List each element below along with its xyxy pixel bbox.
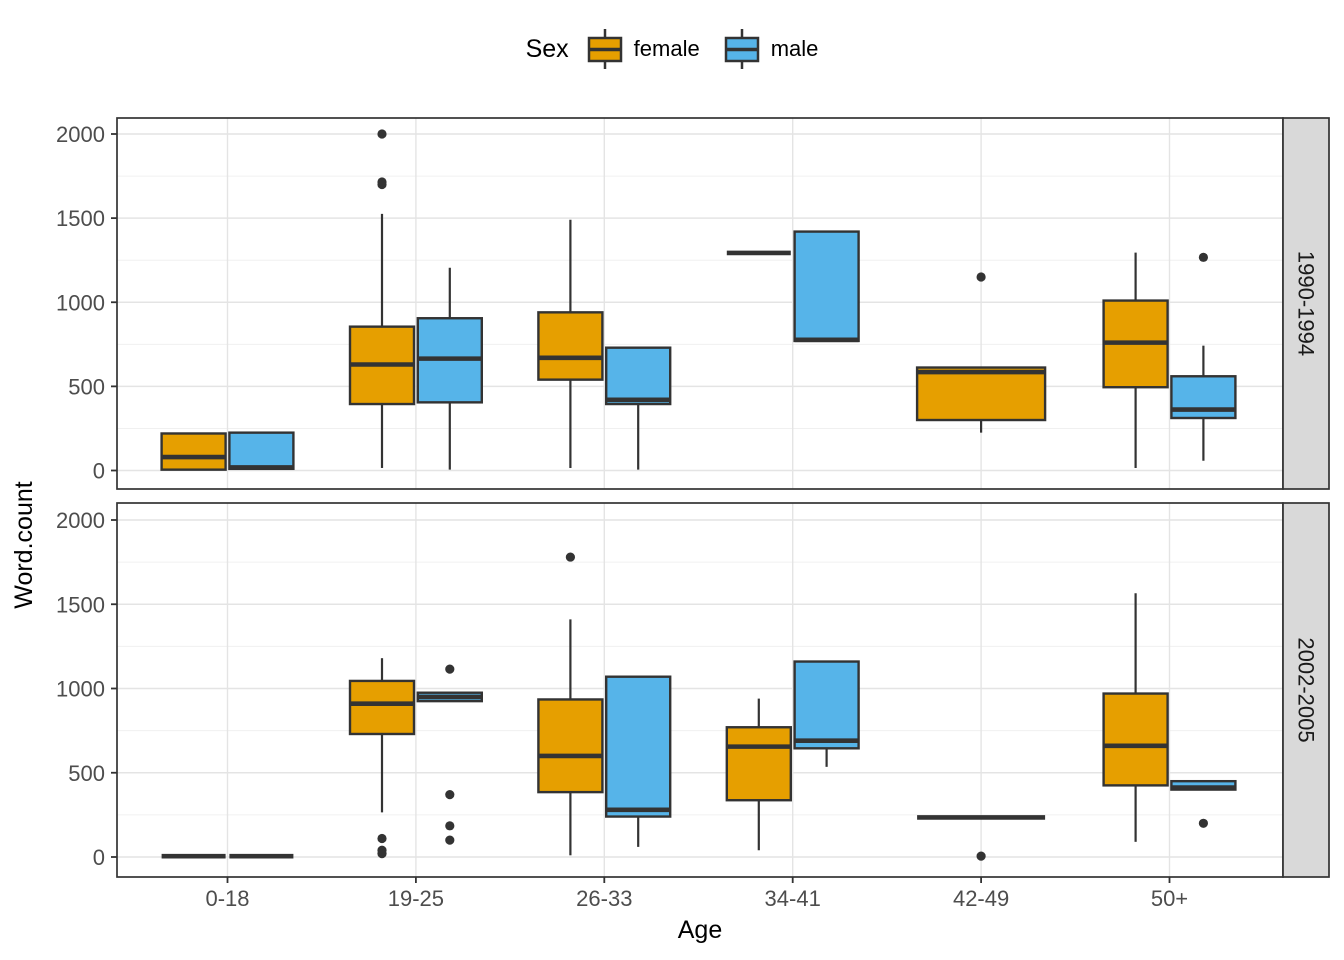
y-tick-label: 0	[93, 845, 105, 870]
boxplot-female-50+	[1102, 593, 1169, 842]
boxplot-female-42-49	[915, 272, 1047, 433]
panel-1990-1994: 0 500 1000 1500 2000 1990-1994	[56, 117, 1330, 490]
y-tick-label: 1500	[56, 206, 105, 231]
boxplot-male-0-18	[228, 431, 295, 471]
outlier-dot	[445, 835, 455, 845]
boxplot-male-19-25	[416, 664, 483, 845]
boxplot-male-26-33	[605, 346, 672, 470]
boxplot-female-50+	[1102, 252, 1169, 468]
outlier-dot	[445, 664, 455, 674]
boxplot-female-19-25	[348, 658, 416, 859]
y-tick-label: 2000	[56, 508, 105, 533]
iqr-box	[605, 346, 672, 406]
facet-strip-label: 1990-1994	[1294, 251, 1319, 356]
legend-item-female: female	[585, 26, 700, 72]
y-tick-label: 500	[68, 761, 105, 786]
iqr-box	[537, 311, 604, 381]
boxplot-male-50+	[1170, 252, 1237, 461]
iqr-box	[725, 726, 792, 802]
outlier-dot	[377, 833, 387, 844]
outlier-dot	[976, 272, 986, 282]
y-tick-label: 1500	[56, 592, 105, 617]
panel-background	[117, 118, 1283, 489]
boxplot-male-34-41	[793, 230, 860, 343]
outlier-dot	[1198, 252, 1208, 262]
boxplot-female-26-33	[537, 552, 604, 856]
legend-item-male: male	[722, 26, 819, 72]
outlier-dot	[445, 821, 455, 831]
outlier-dot	[565, 552, 576, 562]
legend-label-female: female	[633, 36, 700, 61]
boxplot-male-19-25	[416, 267, 483, 470]
iqr-box	[793, 230, 860, 343]
iqr-box	[915, 366, 1047, 422]
boxplot-female-34-41	[725, 698, 792, 851]
y-tick-label: 1000	[56, 290, 105, 315]
outlier-dot	[377, 129, 387, 139]
iqr-box	[605, 675, 672, 818]
legend-label-male: male	[770, 36, 819, 61]
x-tick-label: 42-49	[953, 886, 1009, 911]
x-tick-label: 26-33	[576, 886, 632, 911]
y-axis-title: Word.count	[10, 481, 38, 608]
y-tick-label: 1000	[56, 677, 105, 702]
boxplot-female-42-49	[917, 815, 1046, 861]
iqr-box	[348, 679, 416, 736]
x-tick-label: 34-41	[765, 886, 821, 911]
iqr-box	[793, 660, 860, 750]
x-axis-title: Age	[677, 916, 723, 944]
boxplot-female-0-18	[160, 432, 227, 471]
iqr-box	[1102, 692, 1169, 787]
boxplot-male-26-33	[605, 675, 672, 847]
outlier-dot	[445, 790, 455, 800]
boxplot-male-34-41	[793, 660, 860, 767]
female-boxplot-key-icon	[587, 29, 622, 69]
outlier-dot	[976, 851, 986, 861]
iqr-box	[160, 432, 227, 471]
boxplot-female-26-33	[537, 219, 604, 468]
legend-title: Sex	[525, 34, 569, 63]
boxplot-female-19-25	[348, 129, 416, 468]
iqr-box	[228, 431, 295, 471]
outlier-dot	[377, 177, 387, 187]
x-tick-label: 0-18	[205, 886, 249, 911]
legend: Sex female male	[0, 26, 1344, 72]
facet-strip-label: 2002-2005	[1294, 637, 1319, 742]
iqr-box	[537, 698, 604, 794]
facet-strip	[1282, 117, 1330, 490]
panel-background	[117, 503, 1283, 877]
boxplot-male-50+	[1170, 779, 1237, 828]
male-boxplot-key-icon	[724, 29, 759, 69]
facet-strip	[1282, 502, 1330, 878]
x-tick-label: 19-25	[388, 886, 444, 911]
outlier-dot	[1198, 818, 1208, 828]
y-tick-label: 500	[68, 374, 105, 399]
outlier-dot	[377, 849, 387, 859]
panel-2002-2005: 0 500 1000 1500 2000 2002-2005	[56, 502, 1330, 878]
y-tick-label: 0	[93, 459, 105, 484]
y-tick-label: 2000	[56, 122, 105, 147]
x-tick-label: 50+	[1151, 886, 1188, 911]
